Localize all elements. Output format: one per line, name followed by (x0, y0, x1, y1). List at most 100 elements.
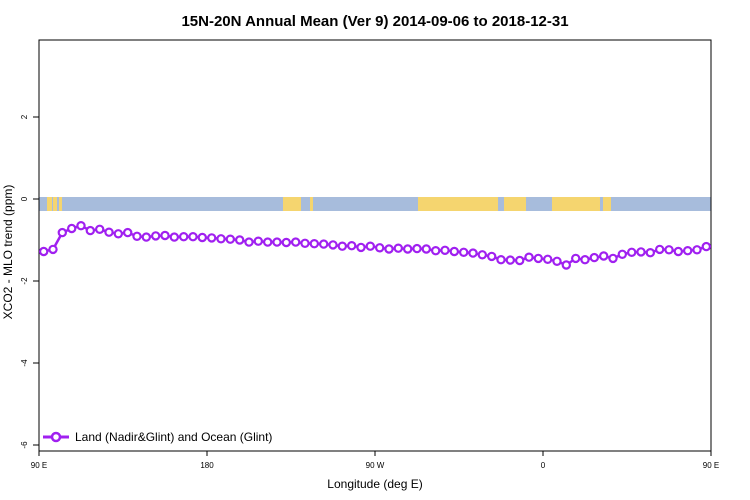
data-point (113, 229, 124, 239)
data-point (206, 233, 217, 243)
data-point (393, 243, 403, 253)
data-point (178, 231, 189, 242)
data-point (66, 223, 77, 234)
data-point (543, 254, 553, 264)
data-point (39, 246, 49, 257)
data-point (104, 227, 114, 237)
data-point (692, 245, 702, 255)
data-point (94, 224, 105, 234)
data-point (122, 227, 133, 238)
data-point (384, 244, 394, 254)
x-tick-label: 90 E (31, 461, 47, 470)
data-point (225, 234, 235, 244)
data-point (141, 232, 151, 242)
data-point (608, 253, 618, 264)
data-point (48, 244, 58, 255)
data-point (683, 245, 693, 256)
plot-frame (38, 39, 712, 452)
data-point (281, 237, 291, 248)
data-point (617, 249, 628, 259)
data-point (571, 253, 581, 264)
data-point (132, 231, 142, 241)
data-point (421, 244, 431, 254)
ocean-band (39, 197, 711, 211)
x-axis-label: Longitude (deg E) (327, 477, 422, 491)
data-point (160, 230, 170, 241)
data-point (449, 246, 459, 257)
data-point (328, 240, 338, 250)
x-axis: 90 E 180 90 W 0 90 E (31, 451, 719, 470)
data-point (487, 251, 497, 262)
x-tick-label: 90 E (703, 461, 719, 470)
data-point (496, 255, 506, 265)
data-point (524, 252, 534, 262)
data-point (197, 232, 207, 243)
x-tick-label: 90 W (366, 461, 385, 470)
data-point (412, 243, 422, 254)
data-point (673, 246, 684, 257)
y-axis: -6 -4 -2 0 2 (20, 114, 39, 449)
land-patch (552, 197, 566, 211)
data-point (188, 231, 198, 242)
data-point (365, 241, 375, 251)
legend-marker (50, 431, 62, 443)
y-tick-label: -6 (20, 441, 29, 449)
data-point (552, 256, 562, 266)
data-point (169, 232, 179, 242)
data-point (589, 252, 600, 263)
data-point (253, 236, 263, 246)
data-point (272, 237, 282, 247)
x-tick-label: 0 (541, 461, 546, 470)
data-point (356, 242, 366, 253)
series-layer (39, 220, 712, 270)
legend-label: Land (Nadir&Glint) and Ocean (Glint) (75, 430, 272, 444)
y-axis-label: XCO2 - MLO trend (ppm) (1, 185, 15, 320)
data-point (337, 241, 347, 251)
land-patch (310, 197, 313, 211)
data-point (234, 235, 245, 245)
data-point (664, 245, 674, 255)
data-point (505, 255, 515, 265)
land-patch (578, 197, 600, 211)
data-point (580, 255, 590, 265)
land-patch (53, 197, 57, 211)
legend: Land (Nadir&Glint) and Ocean (Glint) (43, 430, 272, 444)
data-point (319, 239, 329, 249)
data-point (468, 248, 478, 258)
land-patch (47, 197, 52, 211)
land-patch (283, 197, 301, 211)
land-patch (504, 197, 526, 211)
data-point (515, 255, 525, 266)
data-point (440, 245, 450, 255)
data-point (533, 253, 544, 264)
data-point (300, 238, 310, 248)
data-point (599, 251, 609, 261)
data-point (636, 247, 646, 257)
data-point (291, 237, 301, 247)
land-patch (59, 197, 62, 211)
chart-title: 15N-20N Annual Mean (Ver 9) 2014-09-06 t… (181, 13, 568, 30)
y-tick-label: -4 (20, 359, 29, 367)
y-tick-label: 0 (20, 196, 29, 201)
data-point (403, 244, 413, 254)
data-point (431, 245, 441, 256)
data-point (216, 234, 226, 244)
data-point (57, 227, 68, 238)
x-tick-label: 180 (200, 461, 214, 470)
land-ocean-map-band (39, 197, 711, 211)
data-point (85, 225, 96, 236)
data-point (347, 240, 357, 251)
data-point (477, 250, 487, 260)
data-point (309, 238, 319, 249)
data-point (645, 247, 656, 258)
data-point (263, 237, 273, 247)
data-point (375, 243, 385, 253)
y-tick-label: -2 (20, 277, 29, 285)
land-patch (566, 197, 578, 211)
data-point (655, 244, 665, 255)
land-patch (603, 197, 611, 211)
land-patch (418, 197, 498, 211)
data-point (627, 247, 637, 257)
data-point (459, 247, 469, 257)
